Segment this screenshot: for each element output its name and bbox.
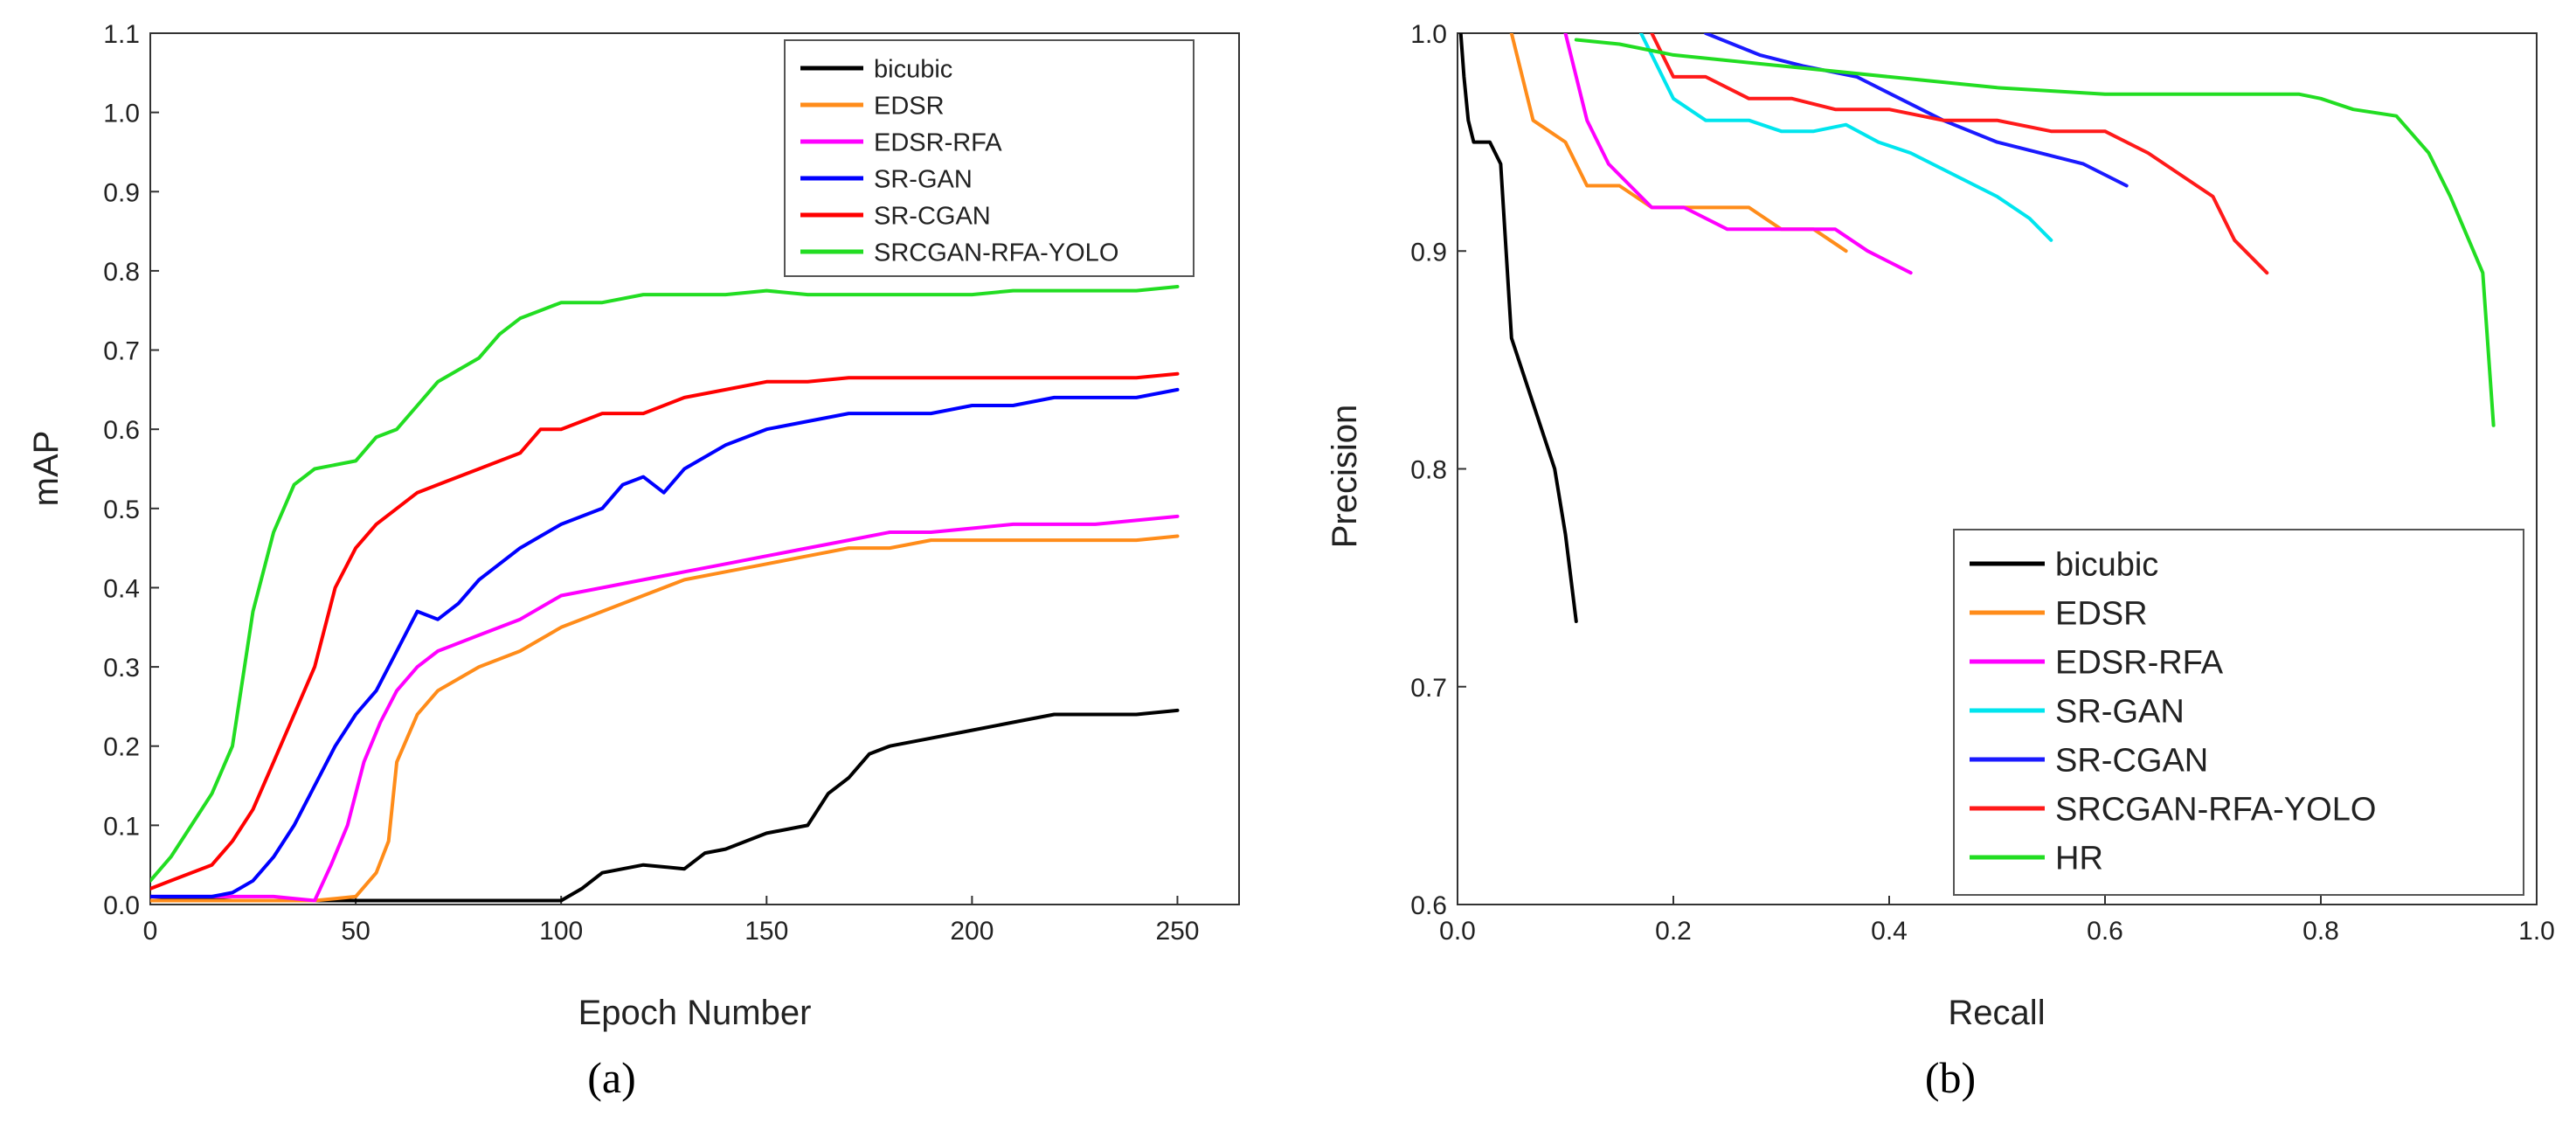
chart-a-legend: bicubic EDSR EDSR-RFA SR-GAN SR-CGAN SRCGAN-R… <box>784 39 1195 277</box>
chart-b-y-tick-label: 0.7 <box>1410 674 1447 703</box>
chart-b-y-tick-label: 0.6 <box>1410 891 1447 920</box>
chart-a-y-axis-label: mAP <box>27 431 66 507</box>
chart-b-series-line-edsr-rfa <box>1563 33 1913 275</box>
chart-b-x-tick-label: 0.6 <box>2087 917 2123 946</box>
chart-b-y-axis-label: Precision <box>1326 405 1364 549</box>
chart-b-x-axis-label: Recall <box>1948 994 2045 1032</box>
chart-b-legend-label: EDSR-RFA <box>2055 645 2224 682</box>
chart-a-y-tick-label: 1.1 <box>103 20 140 49</box>
chart-a-series-line-bicubic <box>150 708 1180 903</box>
chart-a-x-tick-label: 0 <box>143 917 158 946</box>
chart-a-y-tick-label: 0.4 <box>103 574 140 603</box>
chart-b-x-tick-label: 1.0 <box>2518 917 2555 946</box>
chart-a-x-tick-label: 150 <box>744 917 788 946</box>
chart-a-y-tick-label: 0.7 <box>103 337 140 366</box>
chart-b-caption: (b) <box>1925 1053 1976 1102</box>
chart-a-y-tick-label: 0.2 <box>103 733 140 762</box>
chart-a-plot-area <box>149 32 1240 905</box>
chart-a-legend-label: EDSR-RFA <box>874 128 1002 156</box>
chart-a-legend-label: bicubic <box>874 55 952 83</box>
chart-b-legend-label: HR <box>2055 841 2103 877</box>
chart-a-y-tick-label: 1.0 <box>103 100 140 128</box>
chart-a-series-line-sr-cgan <box>150 371 1180 891</box>
chart-a-series-line-sr-gan <box>150 387 1180 898</box>
chart-b-legend-label: EDSR <box>2055 596 2148 633</box>
chart-b-series-line-sr-cgan <box>1704 33 2129 188</box>
chart-b-series-line-sr-gan <box>1639 33 2053 242</box>
chart-a-y-tick-label: 0.9 <box>103 178 140 207</box>
chart-b-legend-label: bicubic <box>2055 547 2158 584</box>
chart-a-y-tick-label: 0.5 <box>103 496 140 524</box>
chart-a-legend-label: SRCGAN-RFA-YOLO <box>874 239 1118 267</box>
chart-b-legend-label: SR-GAN <box>2055 694 2185 731</box>
chart-a-x-tick-label: 250 <box>1155 917 1199 946</box>
chart-a-x-axis-label: Epoch Number <box>578 994 812 1032</box>
chart-b-legend: bicubic EDSR EDSR-RFA SR-GAN SR-CGAN SRCGAN-R… <box>1953 529 2524 896</box>
chart-a-x-tick-label: 50 <box>341 917 370 946</box>
chart-a-series-line-edsr-rfa <box>150 514 1180 903</box>
chart-a-y-tick-label: 0.1 <box>103 812 140 841</box>
chart-b-y-tick-label: 0.9 <box>1410 238 1447 267</box>
chart-b-legend-label: SRCGAN-RFA-YOLO <box>2055 792 2376 828</box>
chart-b-y-tick-label: 1.0 <box>1410 20 1447 49</box>
chart-b-series-line-hr <box>1574 38 2496 427</box>
chart-b: 0.0 0.2 0.4 0.6 0.8 1.0 0.6 0.7 0.8 0.9 1.0 Recall… <box>1326 20 2555 1102</box>
chart-a-y-tick-label: 0.0 <box>103 891 140 920</box>
chart-b-series-line-bicubic <box>1458 33 1578 623</box>
chart-a-series-line-srcgan-rfa-yolo <box>150 285 1180 883</box>
chart-b-x-tick-label: 0.2 <box>1655 917 1692 946</box>
chart-a-caption: (a) <box>587 1053 636 1102</box>
chart-b-legend-box <box>1953 529 2524 896</box>
chart-a-series-line-edsr <box>150 534 1180 903</box>
chart-a-x-tick-label: 100 <box>539 917 583 946</box>
chart-a-y-tick-label: 0.3 <box>103 654 140 683</box>
chart-a-legend-label: EDSR <box>874 92 945 120</box>
chart-a-legend-label: SR-CGAN <box>874 202 991 230</box>
chart-a: 0 50 100 150 200 250 0.0 0.1 0.2 0.3 0.4 0.5 0.6 0.7 0… <box>27 20 1240 1102</box>
chart-b-legend-label: SR-CGAN <box>2055 743 2208 780</box>
chart-a-y-tick-label: 0.6 <box>103 416 140 445</box>
chart-a-legend-box <box>784 39 1195 277</box>
chart-b-x-tick-label: 0.0 <box>1439 917 1476 946</box>
chart-a-y-tick-label: 0.8 <box>103 258 140 287</box>
chart-b-x-tick-label: 0.8 <box>2302 917 2339 946</box>
chart-b-series-line-srcgan-rfa-yolo <box>1650 33 2269 275</box>
chart-a-legend-label: SR-GAN <box>874 165 973 193</box>
chart-b-y-tick-label: 0.8 <box>1410 456 1447 485</box>
chart-a-x-tick-label: 200 <box>950 917 994 946</box>
chart-b-x-tick-label: 0.4 <box>1871 917 1908 946</box>
